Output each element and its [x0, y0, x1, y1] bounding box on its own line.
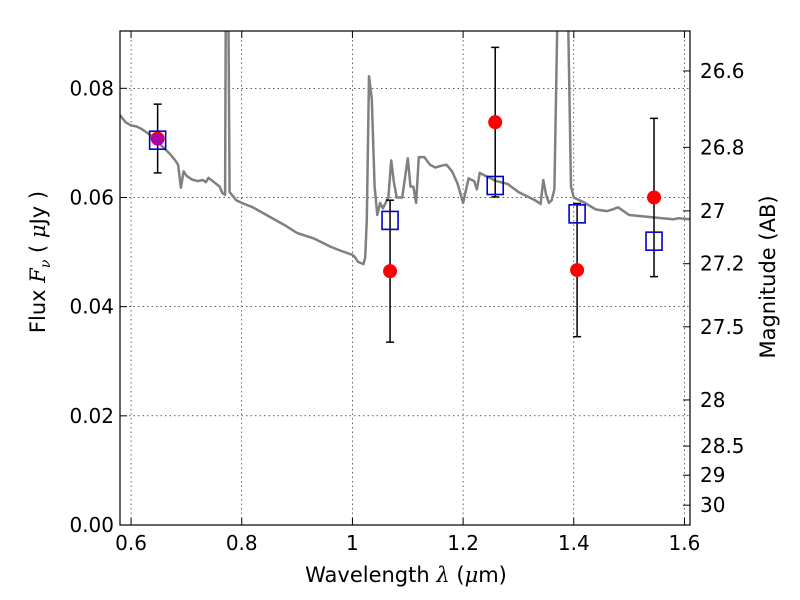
x-tick-label: 1: [346, 531, 359, 555]
secondary-y-axis-label: Magnitude (AB): [756, 195, 780, 358]
y2-tick-label: 27.2: [700, 252, 745, 276]
x-tick-label: 1.6: [669, 531, 701, 555]
x-tick-label: 0.8: [226, 531, 258, 555]
y2-tick-label: 29: [700, 463, 725, 487]
model-point: [148, 130, 167, 150]
x-tick-label: 0.6: [115, 531, 147, 555]
x-axis-label: Wavelength λ (μm): [305, 563, 507, 587]
y2-tick-label: 26.6: [700, 59, 745, 83]
y2-tick-label: 27: [700, 199, 725, 223]
y-tick-label: 0.06: [69, 185, 114, 209]
y2-tick-label: 28: [700, 388, 725, 412]
y2-tick-label: 28.5: [700, 434, 745, 458]
model-point: [486, 175, 505, 196]
y2-tick-label: 26.8: [700, 135, 745, 159]
observed-point: [383, 264, 398, 279]
x-tick-label: 1.2: [447, 531, 479, 555]
y-tick-label: 0.08: [69, 76, 114, 100]
x-tick-label: 1.4: [558, 531, 590, 555]
y-tick-label: 0.04: [69, 295, 114, 319]
model-point: [381, 210, 399, 231]
observed-point: [570, 263, 585, 278]
y2-tick-label: 30: [700, 493, 725, 517]
model-point: [568, 204, 586, 224]
model-points: [148, 130, 663, 251]
y2-tick-label: 27.5: [700, 315, 745, 339]
grid: [120, 31, 690, 526]
axis-ticks: 0.6 0.8 1 1.2 1.4 1.6 0.00 0.02 0.04 0.06 0.08 26.6…: [69, 31, 745, 555]
y-tick-label: 0.02: [69, 404, 114, 428]
model-point: [645, 231, 663, 251]
plot-frame: [119, 30, 691, 526]
y-axis-label: Flux Fν ( μJy ): [26, 191, 54, 333]
observed-points: [150, 115, 662, 279]
model-spectrum: [120, 31, 690, 266]
y-tick-label: 0.00: [69, 513, 114, 537]
model-spectrum-line: [120, 31, 690, 266]
observed-point: [488, 115, 503, 130]
overlap-point: [151, 133, 164, 146]
observed-point: [647, 190, 662, 205]
